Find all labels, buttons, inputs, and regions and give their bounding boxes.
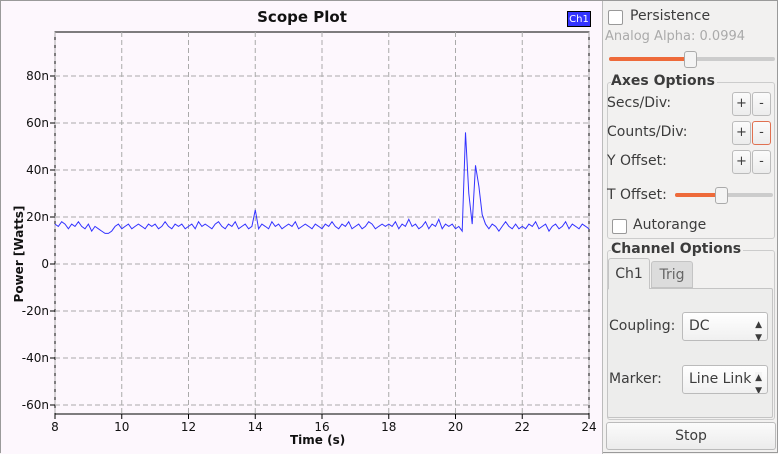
tab-trig[interactable]: Trig bbox=[651, 261, 693, 288]
persistence-checkbox[interactable] bbox=[608, 10, 623, 25]
secs-div-plus-button[interactable]: + bbox=[732, 92, 751, 116]
x-tick-label: 24 bbox=[581, 420, 596, 434]
plot-title: Scope Plot bbox=[257, 8, 347, 26]
x-tick-label: 16 bbox=[314, 420, 329, 434]
x-tick-label: 12 bbox=[181, 420, 196, 434]
control-panel: Persistence Analog Alpha: 0.0994 Axes Op… bbox=[603, 1, 778, 454]
x-axis-label: Time (s) bbox=[290, 433, 346, 447]
stop-button[interactable]: Stop bbox=[606, 422, 776, 450]
plot-area bbox=[54, 31, 590, 415]
plot-canvas: 8 10 12 14 16 18 20 22 24 80n 60n 40n 20n 0 -20n -40n -6… bbox=[22, 31, 597, 434]
coupling-label: Coupling: bbox=[609, 318, 676, 334]
y-tick-label: -60n bbox=[22, 398, 49, 412]
y-tick-label: -40n bbox=[22, 351, 49, 365]
secs-div-minus-button[interactable]: - bbox=[752, 92, 771, 116]
x-tick-label: 22 bbox=[515, 420, 530, 434]
y-tick-label: 60n bbox=[26, 116, 49, 130]
series-line-ch1 bbox=[54, 132, 590, 234]
autorange-checkbox[interactable] bbox=[612, 219, 627, 234]
autorange-label: Autorange bbox=[633, 217, 707, 233]
x-tick-label: 8 bbox=[51, 420, 59, 434]
y-tick-label: 20n bbox=[26, 210, 49, 224]
x-tick-label: 14 bbox=[248, 420, 263, 434]
y-offset-label: Y Offset: bbox=[607, 153, 667, 169]
channel-options-title: Channel Options bbox=[611, 241, 744, 257]
secs-div-label: Secs/Div: bbox=[607, 95, 672, 111]
counts-div-plus-button[interactable]: + bbox=[732, 121, 751, 145]
counts-div-minus-button[interactable]: - bbox=[752, 121, 771, 145]
y-offset-plus-button[interactable]: + bbox=[732, 150, 751, 174]
marker-label: Marker: bbox=[609, 371, 662, 387]
t-offset-label: T Offset: bbox=[607, 187, 667, 203]
marker-value: Line Link bbox=[689, 371, 752, 387]
scope-plot[interactable]: Scope Plot Ch1 8 10 12 14 16 18 20 22 24 80n 60n 40… bbox=[1, 1, 603, 454]
x-tick-label: 10 bbox=[114, 420, 129, 434]
y-tick-label: 40n bbox=[26, 163, 49, 177]
axes-options-title: Axes Options bbox=[611, 73, 717, 89]
spin-arrows-icon: ▲ ▼ bbox=[755, 372, 762, 393]
y-offset-minus-button[interactable]: - bbox=[752, 150, 771, 174]
x-tick-label: 20 bbox=[448, 420, 463, 434]
legend-ch1[interactable]: Ch1 bbox=[567, 11, 591, 27]
tab-ch1[interactable]: Ch1 bbox=[608, 258, 650, 289]
persistence-label: Persistence bbox=[630, 8, 711, 24]
y-tick-label: 80n bbox=[26, 69, 49, 83]
coupling-select[interactable]: DC ▲ ▼ bbox=[682, 312, 768, 343]
y-tick-label: 0 bbox=[41, 257, 49, 271]
y-axis-label: Power [Watts] bbox=[12, 205, 26, 303]
y-tick-label: -20n bbox=[22, 304, 49, 318]
analog-alpha-label: Analog Alpha: 0.0994 bbox=[605, 29, 746, 44]
spin-arrows-icon: ▲ ▼ bbox=[755, 320, 762, 343]
coupling-value: DC bbox=[689, 318, 710, 334]
counts-div-label: Counts/Div: bbox=[607, 124, 688, 140]
marker-select[interactable]: Line Link ▲ ▼ bbox=[682, 365, 768, 394]
x-tick-label: 18 bbox=[381, 420, 396, 434]
channel-tab-panel bbox=[607, 288, 773, 418]
